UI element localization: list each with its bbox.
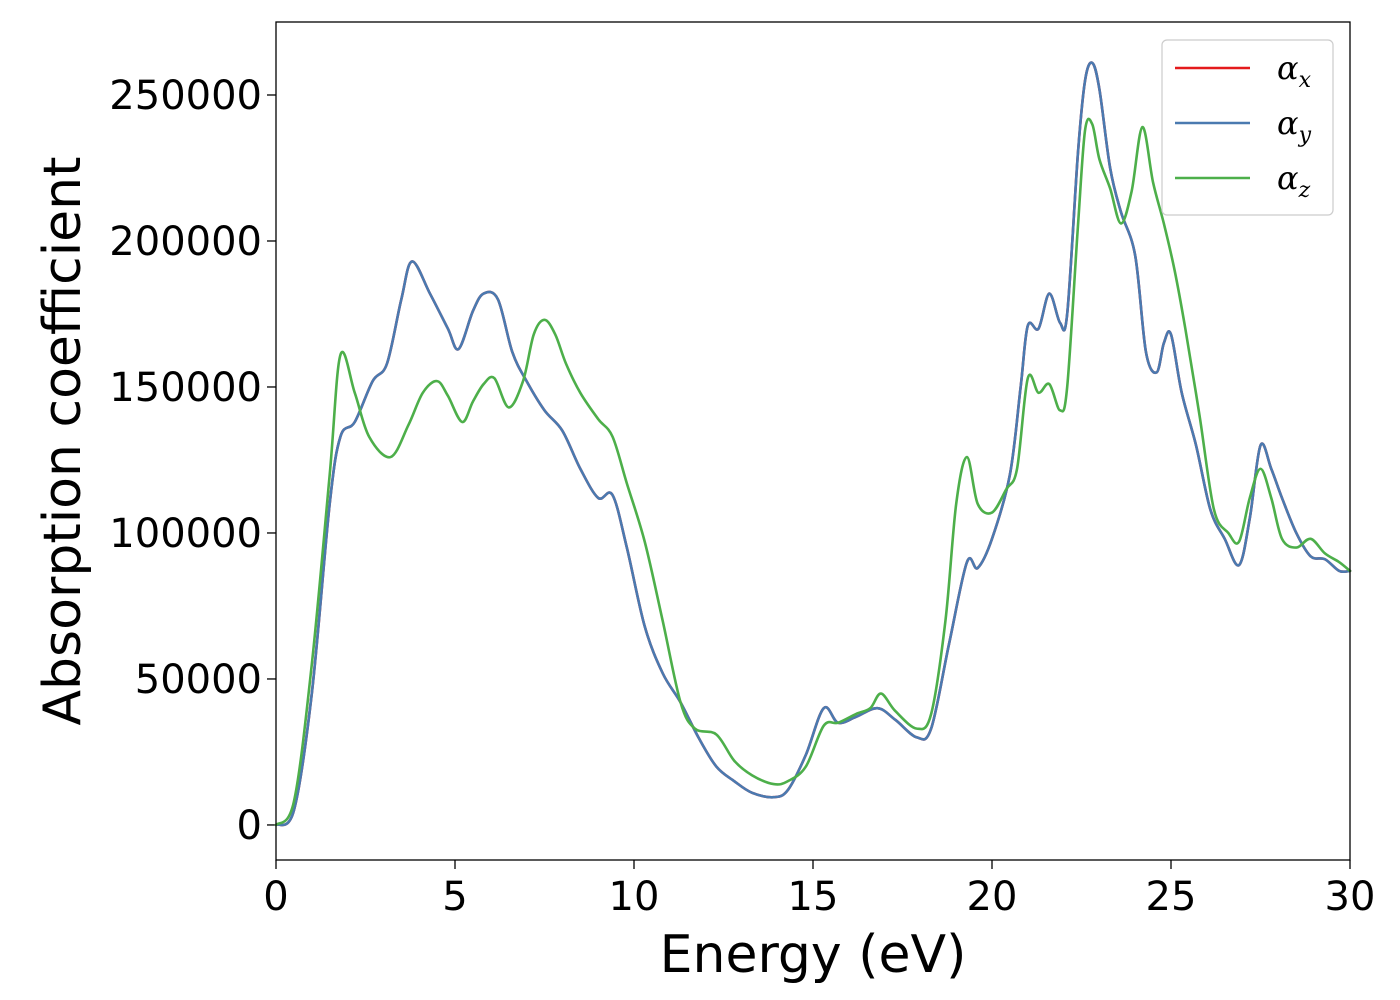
legend: αx αy αz <box>1161 39 1334 216</box>
y-tick-label: 0 <box>237 803 262 849</box>
plot-frame <box>275 21 1351 861</box>
x-tick-label: 30 <box>1325 874 1376 920</box>
y-tick-label: 250000 <box>109 73 262 119</box>
y-tick-label: 100000 <box>109 511 262 557</box>
series-lines <box>274 61 1352 827</box>
x-tick-label: 10 <box>609 874 660 920</box>
x-tick-label: 20 <box>967 874 1018 920</box>
y-tick-label: 200000 <box>109 219 262 265</box>
legend-label-y: αy <box>1277 104 1312 148</box>
series-line-y <box>274 61 1352 827</box>
y-axis-ticks: 0 50000 100000 150000 200000 250000 <box>109 73 276 849</box>
y-tick-label: 50000 <box>135 657 262 703</box>
x-tick-label: 5 <box>442 874 467 920</box>
legend-label-x: αx <box>1277 49 1312 93</box>
legend-box <box>1161 39 1334 216</box>
x-axis-ticks: 0 5 10 15 20 25 30 <box>263 860 1375 920</box>
x-tick-label: 0 <box>263 874 288 920</box>
series-line-z <box>274 117 1352 827</box>
x-tick-label: 15 <box>788 874 839 920</box>
legend-label-z: αz <box>1277 159 1311 203</box>
x-tick-label: 25 <box>1146 874 1197 920</box>
x-axis-label: Energy (eV) <box>660 925 967 985</box>
y-tick-label: 150000 <box>109 365 262 411</box>
y-axis-label: Absorption coefficient <box>33 156 93 725</box>
